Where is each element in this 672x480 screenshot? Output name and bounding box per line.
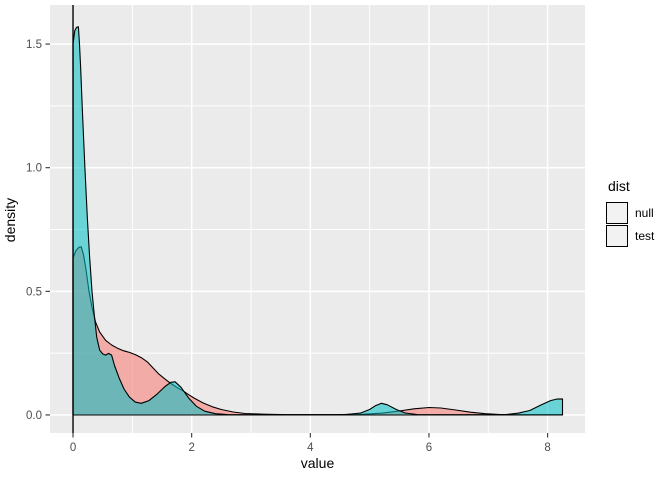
legend-entry-null: null — [606, 201, 654, 224]
y-tick-label: 1.5 — [26, 39, 42, 51]
x-tick-label: 8 — [544, 442, 550, 454]
legend: dist null test — [606, 178, 654, 247]
y-tick-label: 0.5 — [26, 286, 42, 298]
x-tick-label: 4 — [307, 442, 314, 454]
legend-key-null-swatch — [606, 201, 628, 224]
y-axis-title: density — [2, 197, 18, 243]
y-tick-label: 1.0 — [26, 163, 42, 175]
legend-key-test-swatch — [606, 224, 628, 247]
legend-title: dist — [608, 178, 630, 194]
y-tick-label: 0.0 — [26, 410, 42, 422]
x-tick-label: 2 — [188, 442, 194, 454]
x-axis-title: value — [300, 455, 335, 471]
x-tick-label: 0 — [70, 442, 76, 454]
legend-label-test: test — [635, 228, 655, 243]
x-tick-label: 6 — [426, 442, 432, 454]
legend-label-null: null — [635, 205, 654, 220]
legend-entry-test: test — [606, 224, 654, 247]
density-area-test — [72, 26, 564, 416]
